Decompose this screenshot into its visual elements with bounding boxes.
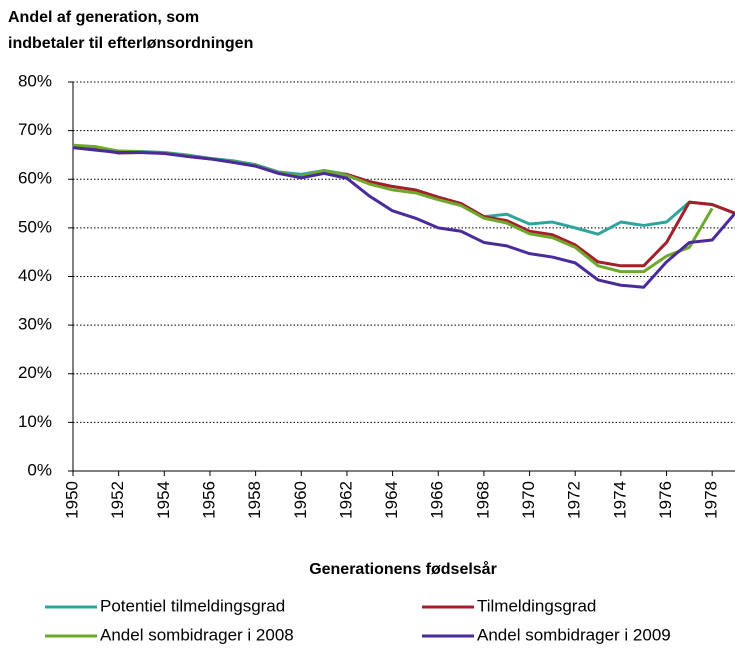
x-tick-label: 1960 <box>291 481 310 519</box>
x-tick-label: 1976 <box>656 481 675 519</box>
y-tick-label: 80% <box>18 71 52 90</box>
legend-label: Andel sombidrager i 2008 <box>100 625 294 644</box>
y-tick-label: 40% <box>18 266 52 285</box>
legend-label: Tilmeldingsgrad <box>477 596 596 615</box>
x-tick-label: 1974 <box>610 481 629 519</box>
x-tick-label: 1958 <box>245 481 264 519</box>
y-tick-label: 60% <box>18 169 52 188</box>
x-tick-label: 1954 <box>154 481 173 519</box>
x-axis-title: Generationens fødselsår <box>309 560 497 578</box>
x-tick-label: 1978 <box>702 481 721 519</box>
x-tick-label: 1970 <box>519 481 538 519</box>
x-tick-label: 1950 <box>62 481 81 519</box>
series-line <box>72 146 735 268</box>
chart-title-line: Andel af generation, som <box>8 9 199 26</box>
y-tick-label: 50% <box>18 217 52 236</box>
y-tick-label: 10% <box>18 412 52 431</box>
series-line <box>72 146 735 289</box>
x-tick-label: 1962 <box>336 481 355 519</box>
x-tick-label: 1972 <box>565 481 584 519</box>
y-tick-label: 20% <box>18 363 52 382</box>
legend-label: Andel sombidrager i 2009 <box>477 625 671 644</box>
legend-label: Potentiel tilmeldingsgrad <box>100 596 285 615</box>
x-tick-label: 1964 <box>382 481 401 519</box>
x-tick-label: 1952 <box>108 481 127 519</box>
y-tick-label: 0% <box>27 460 52 479</box>
y-tick-label: 70% <box>18 120 52 139</box>
x-tick-label: 1956 <box>199 481 218 519</box>
series-line <box>72 143 714 274</box>
y-tick-label: 30% <box>18 315 52 334</box>
chart-title-line: indbetaler til efterlønsordningen <box>8 35 253 52</box>
x-tick-label: 1968 <box>473 481 492 519</box>
x-tick-label: 1966 <box>428 481 447 519</box>
